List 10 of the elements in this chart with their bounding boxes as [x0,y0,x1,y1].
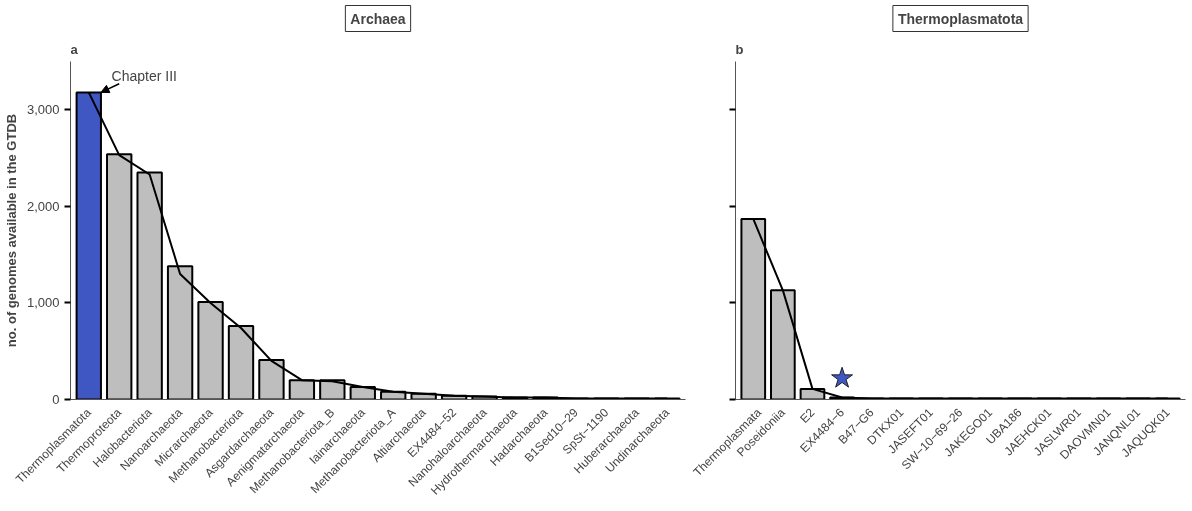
y-tick-label: 3,000 [26,102,60,118]
chart-title: Archaea [350,10,406,27]
y-tick-label: 1,000 [26,295,60,311]
y-tick-label: 0 [52,392,60,407]
y-axis-title: no. of genomes available in the GTDB [3,113,19,348]
chart-title: Thermoplasmatota [897,10,1024,27]
text: a [70,41,79,57]
y-tick-label: 2,000 [26,198,60,214]
text: b [735,41,744,57]
annotation: Chapter III [111,67,177,84]
